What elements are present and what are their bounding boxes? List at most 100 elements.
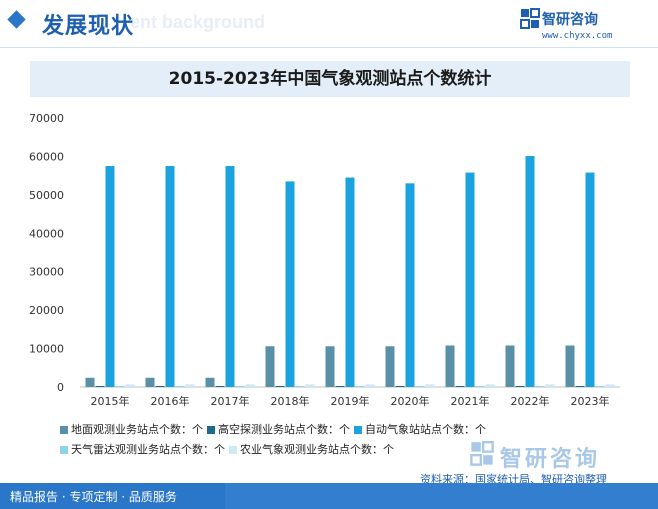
bar-5-5 bbox=[365, 384, 375, 387]
chart-area: 0 10000 20000 30000 40000 50000 60000 70000 2015… bbox=[0, 100, 658, 420]
y-tick-label: 40000 bbox=[29, 227, 64, 240]
y-tick-label: 60000 bbox=[29, 150, 64, 163]
brand-logo: 智研咨询 www.chyxx.com bbox=[520, 8, 640, 44]
section-title: 发展现状 bbox=[42, 14, 135, 39]
bar-9-1 bbox=[565, 345, 575, 387]
bar-7-2 bbox=[455, 386, 465, 387]
bar-5-1 bbox=[325, 346, 335, 387]
bar-3-2 bbox=[215, 386, 225, 387]
legend-item: 农业气象观测业务站点个数：个 bbox=[229, 440, 394, 460]
bar-8-1 bbox=[505, 345, 515, 387]
logo-url: www.chyxx.com bbox=[542, 31, 613, 41]
bar-5-4 bbox=[355, 386, 365, 387]
y-tick-label: 20000 bbox=[29, 304, 64, 317]
logo-mark-icon bbox=[520, 8, 540, 29]
x-tick-label: 2017年 bbox=[211, 394, 250, 408]
footer-bar: 精品报告 · 专项定制 · 品质服务 bbox=[0, 483, 658, 509]
bar-2-2 bbox=[155, 386, 165, 387]
y-tick-label: 70000 bbox=[29, 112, 64, 125]
bar-6-1 bbox=[385, 346, 395, 387]
bar-1-5 bbox=[125, 384, 135, 387]
legend-label: 高空探测业务站点个数：个 bbox=[218, 423, 350, 436]
bar-9-2 bbox=[575, 386, 585, 387]
logo-name: 智研咨询 bbox=[542, 12, 598, 28]
y-tick-label: 0 bbox=[57, 381, 64, 394]
x-tick-label: 2021年 bbox=[451, 394, 490, 408]
logo-mark-icon bbox=[470, 441, 494, 466]
legend-label: 农业气象观测业务站点个数：个 bbox=[240, 443, 394, 456]
bar-2-1 bbox=[145, 377, 155, 387]
header-watermark: ent background bbox=[130, 12, 266, 32]
x-tick-label: 2016年 bbox=[151, 394, 190, 408]
legend-item: 地面观测业务站点个数：个 bbox=[60, 420, 203, 440]
header-divider bbox=[0, 47, 658, 48]
bar-2-4 bbox=[175, 386, 185, 387]
bar-9-3 bbox=[585, 172, 595, 387]
legend-swatch bbox=[229, 446, 237, 454]
x-tick-label: 2018年 bbox=[271, 394, 310, 408]
bar-8-3 bbox=[525, 156, 535, 387]
bar-8-2 bbox=[515, 386, 525, 387]
bar-5-2 bbox=[335, 386, 345, 387]
bar-2-5 bbox=[185, 384, 195, 387]
legend-swatch bbox=[354, 426, 362, 434]
legend-swatch bbox=[60, 426, 68, 434]
source-note: 资料来源：国家统计局、智研咨询整理 bbox=[420, 473, 607, 486]
bar-1-1 bbox=[85, 377, 95, 387]
bar-8-5 bbox=[545, 384, 555, 387]
bar-3-3 bbox=[225, 166, 235, 387]
page-header: ent background 发展现状 智研咨询 www.chyxx.com bbox=[0, 0, 658, 48]
bar-7-3 bbox=[465, 172, 475, 387]
y-tick-label: 50000 bbox=[29, 189, 64, 202]
footer-decoration bbox=[225, 483, 658, 509]
bar-chart: 0 10000 20000 30000 40000 50000 60000 70000 2015… bbox=[29, 112, 620, 408]
chart-title: 2015-2023年中国气象观测站点个数统计 bbox=[168, 69, 492, 89]
legend-item: 天气雷达观测业务站点个数：个 bbox=[60, 440, 225, 460]
bar-4-1 bbox=[265, 346, 275, 387]
bar-2-3 bbox=[165, 166, 175, 387]
legend-label: 地面观测业务站点个数：个 bbox=[71, 423, 203, 436]
bar-4-4 bbox=[295, 386, 305, 387]
bar-8-4 bbox=[535, 386, 545, 387]
chart-legend: 地面观测业务站点个数：个 高空探测业务站点个数：个 自动气象站站点个数：个 天气雷达… bbox=[60, 420, 650, 460]
bar-7-5 bbox=[485, 384, 495, 387]
bar-6-3 bbox=[405, 183, 415, 387]
bar-7-1 bbox=[445, 345, 455, 387]
x-tick-label: 2022年 bbox=[511, 394, 550, 408]
x-tick-label: 2019年 bbox=[331, 394, 370, 408]
legend-row: 天气雷达观测业务站点个数：个 农业气象观测业务站点个数：个 bbox=[60, 440, 650, 460]
bar-1-2 bbox=[95, 386, 105, 387]
bar-9-4 bbox=[595, 386, 605, 387]
bottom-logo-name: 智研咨询 bbox=[500, 447, 601, 472]
bar-1-4 bbox=[115, 386, 125, 387]
legend-swatch bbox=[60, 446, 68, 454]
bar-4-2 bbox=[275, 386, 285, 387]
y-tick-label: 10000 bbox=[29, 343, 64, 356]
legend-swatch bbox=[207, 426, 215, 434]
legend-label: 天气雷达观测业务站点个数：个 bbox=[71, 443, 225, 456]
legend-row: 地面观测业务站点个数：个 高空探测业务站点个数：个 自动气象站站点个数：个 bbox=[60, 420, 650, 440]
y-tick-label: 30000 bbox=[29, 266, 64, 279]
legend-label: 自动气象站站点个数：个 bbox=[365, 423, 486, 436]
legend-item: 自动气象站站点个数：个 bbox=[354, 420, 486, 440]
bar-6-2 bbox=[395, 386, 405, 387]
bar-3-5 bbox=[245, 384, 255, 387]
legend-item: 高空探测业务站点个数：个 bbox=[207, 420, 350, 440]
x-tick-label: 2023年 bbox=[571, 394, 610, 408]
bottom-watermark-logo: 智研咨询 bbox=[470, 441, 655, 472]
bar-7-4 bbox=[475, 386, 485, 387]
x-tick-label: 2015年 bbox=[91, 394, 130, 408]
bar-1-3 bbox=[105, 166, 115, 387]
bar-4-3 bbox=[285, 181, 295, 387]
bar-6-4 bbox=[415, 386, 425, 387]
diamond-icon bbox=[7, 10, 26, 29]
chart-title-bar: 2015-2023年中国气象观测站点个数统计 bbox=[30, 61, 630, 97]
footer-slogan: 精品报告 · 专项定制 · 品质服务 bbox=[10, 490, 177, 504]
bar-5-3 bbox=[345, 177, 355, 387]
x-tick-label: 2020年 bbox=[391, 394, 430, 408]
bar-9-5 bbox=[605, 384, 615, 387]
bar-3-4 bbox=[235, 386, 245, 387]
bar-3-1 bbox=[205, 377, 215, 387]
bar-6-5 bbox=[425, 384, 435, 387]
bar-4-5 bbox=[305, 384, 315, 387]
